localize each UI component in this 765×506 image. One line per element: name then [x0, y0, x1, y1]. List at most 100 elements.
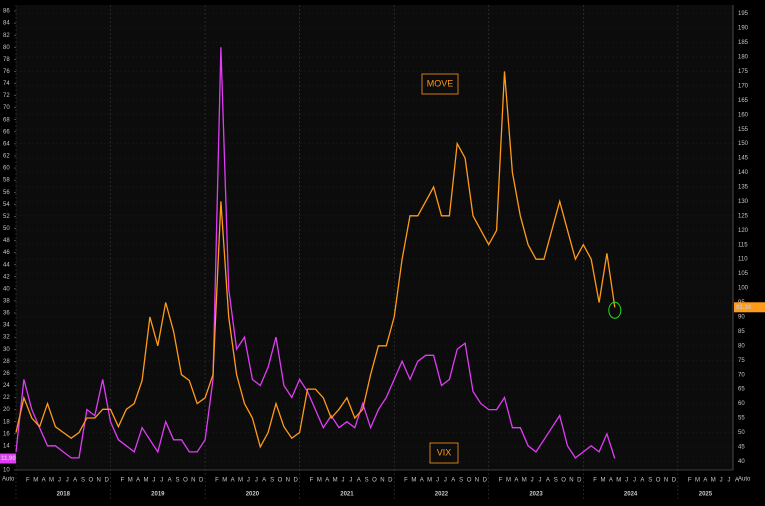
y-tick-label: 78 — [3, 57, 10, 63]
move-label-box — [421, 73, 459, 95]
y2-tick-label: 185 — [738, 40, 749, 46]
month-label: O — [89, 478, 94, 484]
vix-label: VIX — [437, 447, 452, 457]
month-label: D — [199, 478, 204, 484]
y-tick-label: 24 — [3, 383, 10, 389]
highlight-circle — [608, 301, 622, 319]
y2-tick-label: 110 — [738, 257, 748, 263]
y-tick-label: 40 — [3, 286, 10, 292]
month-label: D — [577, 478, 582, 484]
y-tick-label: 56 — [3, 190, 10, 196]
month-label: M — [616, 478, 621, 484]
y2-tick-label: 90 — [738, 315, 745, 321]
y-tick-label: 36 — [3, 311, 10, 317]
month-label: A — [514, 478, 518, 484]
y2-tick-label: 85 — [738, 329, 745, 335]
month-label: J — [728, 478, 731, 484]
month-label: M — [222, 478, 227, 484]
year-label: 2025 — [699, 492, 713, 498]
month-label: M — [522, 478, 527, 484]
y-tick-label: 68 — [3, 117, 10, 123]
month-label: F — [310, 478, 314, 484]
month-label: J — [444, 478, 447, 484]
month-label: O — [467, 478, 472, 484]
y2-tick-label: 50 — [738, 430, 745, 436]
month-label: N — [191, 478, 195, 484]
month-label: N — [475, 478, 479, 484]
month-label: F — [26, 478, 30, 484]
y-tick-label: 20 — [3, 407, 10, 413]
month-label: A — [640, 478, 644, 484]
y2-tick-label: 190 — [738, 26, 749, 32]
month-label: J — [436, 478, 439, 484]
y-axis-note: Auto — [2, 477, 15, 483]
y-tick-label: 44 — [3, 262, 10, 268]
month-label: A — [609, 478, 613, 484]
move-label: MOVE — [427, 78, 454, 88]
month-label: J — [255, 478, 258, 484]
y-tick-label: 50 — [3, 226, 10, 232]
y2-tick-label: 180 — [738, 55, 749, 61]
year-label: 2021 — [340, 492, 354, 498]
y-tick-label: 66 — [3, 129, 10, 135]
month-label: O — [656, 478, 661, 484]
last-value-label: 11.90 — [1, 456, 16, 462]
month-label: S — [459, 478, 463, 484]
month-label: M — [695, 478, 700, 484]
y-tick-label: 86 — [3, 9, 10, 15]
y-tick-label: 10 — [3, 468, 10, 474]
y-tick-label: 70 — [3, 105, 10, 111]
month-label: S — [81, 478, 85, 484]
month-label: A — [73, 478, 77, 484]
month-label: J — [247, 478, 250, 484]
y-tick-label: 32 — [3, 335, 10, 341]
y-tick-label: 64 — [3, 141, 10, 147]
y2-tick-label: 60 — [738, 401, 745, 407]
month-label: M — [600, 478, 605, 484]
month-label: F — [215, 478, 219, 484]
month-label: O — [561, 478, 566, 484]
y2-axis-note: Auto — [738, 477, 751, 483]
month-label: N — [380, 478, 384, 484]
y-tick-label: 74 — [3, 81, 10, 87]
y-tick-label: 16 — [3, 431, 10, 437]
month-label: M — [711, 478, 716, 484]
last-value-tag — [0, 453, 16, 464]
y2-tick-label: 120 — [738, 228, 749, 234]
month-label: F — [593, 478, 597, 484]
month-label: O — [372, 478, 377, 484]
y2-tick-label: 115 — [738, 242, 748, 248]
y2-tick-label: 40 — [738, 459, 745, 465]
y-tick-label: 52 — [3, 214, 10, 220]
y-tick-label: 54 — [3, 202, 10, 208]
month-label: M — [49, 478, 54, 484]
month-label: D — [294, 478, 299, 484]
month-label: M — [427, 478, 432, 484]
y-tick-label: 38 — [3, 298, 10, 304]
month-label: J — [538, 478, 541, 484]
y-tick-label: 60 — [3, 166, 10, 172]
month-label: M — [144, 478, 149, 484]
month-label: J — [341, 478, 344, 484]
month-label: N — [286, 478, 290, 484]
y2-tick-label: 100 — [738, 286, 749, 292]
month-label: O — [183, 478, 188, 484]
y2-tick-label: 45 — [738, 444, 745, 450]
month-label: A — [231, 478, 235, 484]
year-label: 2024 — [624, 492, 638, 498]
month-label: N — [97, 478, 101, 484]
month-label: F — [121, 478, 125, 484]
month-label: M — [128, 478, 133, 484]
month-label: J — [66, 478, 69, 484]
month-label: A — [262, 478, 266, 484]
month-label: J — [633, 478, 636, 484]
y-tick-label: 82 — [3, 33, 10, 39]
year-label: 2018 — [57, 492, 71, 498]
month-label: S — [176, 478, 180, 484]
month-label: A — [546, 478, 550, 484]
month-label: A — [735, 478, 739, 484]
month-label: A — [168, 478, 172, 484]
month-label: J — [152, 478, 155, 484]
y-tick-label: 18 — [3, 419, 10, 425]
